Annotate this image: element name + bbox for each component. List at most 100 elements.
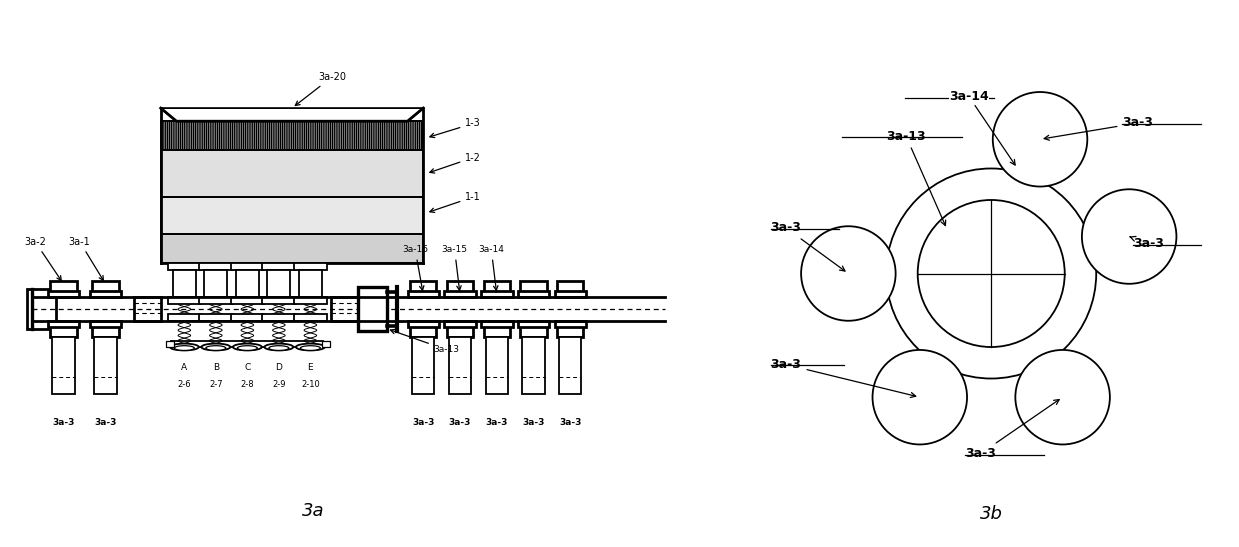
Bar xyxy=(135,297,161,321)
Text: C: C xyxy=(244,363,250,372)
Bar xyxy=(167,263,201,270)
Text: 3a-1: 3a-1 xyxy=(69,237,103,281)
Ellipse shape xyxy=(233,344,261,351)
Text: 3a-2: 3a-2 xyxy=(25,237,61,281)
Bar xyxy=(483,321,510,336)
Circle shape xyxy=(872,350,968,445)
Text: 2-9: 2-9 xyxy=(273,380,286,389)
Bar xyxy=(447,281,473,297)
Bar xyxy=(52,336,74,394)
Bar xyxy=(167,297,201,304)
Bar xyxy=(161,234,424,263)
Bar xyxy=(558,321,584,336)
Bar xyxy=(48,321,79,327)
Text: 3a-16: 3a-16 xyxy=(403,246,429,290)
Text: 3a-3: 3a-3 xyxy=(965,399,1059,460)
Bar xyxy=(199,263,233,270)
Circle shape xyxy=(992,92,1088,187)
Bar xyxy=(299,270,322,297)
Text: 3a-13: 3a-13 xyxy=(390,329,460,354)
Bar xyxy=(559,336,581,394)
Bar xyxy=(449,336,471,394)
Bar xyxy=(481,291,513,297)
Text: 2-8: 2-8 xyxy=(240,380,254,389)
Bar xyxy=(199,297,233,304)
Bar xyxy=(294,263,327,270)
Text: 2-10: 2-10 xyxy=(301,380,320,389)
Bar xyxy=(161,197,424,234)
Bar xyxy=(263,263,296,270)
Bar xyxy=(445,321,476,327)
Text: 1-2: 1-2 xyxy=(430,153,481,173)
Bar xyxy=(94,336,116,394)
Bar xyxy=(204,270,228,297)
Ellipse shape xyxy=(300,346,321,351)
Text: 2-6: 2-6 xyxy=(177,380,191,389)
Text: 3b: 3b xyxy=(980,505,1002,523)
Bar xyxy=(358,287,387,331)
Bar xyxy=(555,321,586,327)
Bar xyxy=(410,281,436,297)
Bar xyxy=(331,297,358,321)
Text: 3a-3: 3a-3 xyxy=(1130,236,1163,250)
Bar xyxy=(166,341,173,347)
Ellipse shape xyxy=(170,344,198,351)
Polygon shape xyxy=(161,108,424,121)
Bar xyxy=(294,314,327,321)
Text: 3a-3: 3a-3 xyxy=(449,418,471,427)
Bar xyxy=(161,121,424,150)
Bar xyxy=(294,297,327,304)
Bar xyxy=(483,281,510,297)
Bar xyxy=(51,321,77,336)
Text: 3a-3: 3a-3 xyxy=(771,222,845,271)
Text: 3a-3: 3a-3 xyxy=(1044,117,1154,140)
Text: 3a-13: 3a-13 xyxy=(886,130,945,225)
Bar xyxy=(230,263,264,270)
Text: 3a-20: 3a-20 xyxy=(295,72,346,106)
Circle shape xyxy=(802,226,896,321)
Bar xyxy=(230,297,264,304)
Ellipse shape xyxy=(269,346,289,351)
Bar xyxy=(268,270,290,297)
Bar xyxy=(230,314,264,321)
Bar xyxy=(408,321,439,327)
Text: 3a-3: 3a-3 xyxy=(559,418,581,427)
Text: E: E xyxy=(307,363,313,372)
Ellipse shape xyxy=(296,344,325,351)
Bar xyxy=(481,321,513,327)
Text: D: D xyxy=(275,363,282,372)
Text: 3a: 3a xyxy=(302,502,325,520)
Bar xyxy=(27,289,56,329)
Bar xyxy=(167,314,201,321)
Ellipse shape xyxy=(175,346,195,351)
Circle shape xyxy=(886,168,1097,379)
Text: 1-3: 1-3 xyxy=(430,119,481,138)
Bar xyxy=(520,281,546,297)
Circle shape xyxy=(918,200,1064,347)
Ellipse shape xyxy=(206,346,225,351)
Bar xyxy=(447,321,473,336)
Bar xyxy=(89,321,121,327)
Ellipse shape xyxy=(202,344,230,351)
Text: A: A xyxy=(181,363,187,372)
Bar xyxy=(555,291,586,297)
Circle shape xyxy=(1082,189,1176,284)
Bar xyxy=(48,291,79,297)
Bar xyxy=(263,314,296,321)
Text: B: B xyxy=(213,363,219,372)
Text: 3a-3: 3a-3 xyxy=(52,418,74,427)
Text: 3a-14: 3a-14 xyxy=(949,90,1015,165)
Text: 3a-15: 3a-15 xyxy=(441,246,467,290)
Text: 3a-3: 3a-3 xyxy=(771,358,916,398)
Text: 3a-3: 3a-3 xyxy=(413,418,435,427)
Bar xyxy=(263,297,296,304)
Text: 2-7: 2-7 xyxy=(209,380,223,389)
Bar xyxy=(523,336,545,394)
Bar xyxy=(93,281,119,297)
Bar xyxy=(172,270,196,297)
Bar xyxy=(445,291,476,297)
Bar xyxy=(235,270,259,297)
Bar xyxy=(93,321,119,336)
Text: 3a-3: 3a-3 xyxy=(486,418,508,427)
Circle shape xyxy=(1015,350,1110,445)
